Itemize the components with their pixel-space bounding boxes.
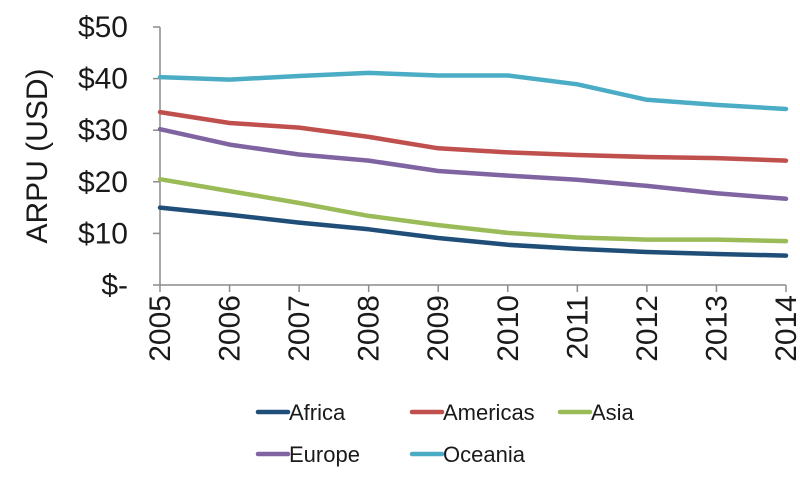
x-tick-label: 2010 [492, 295, 525, 362]
x-tick-label: 2005 [144, 295, 177, 362]
y-tick-label: $- [101, 269, 128, 302]
legend-label: Americas [443, 400, 535, 425]
y-tick-label: $30 [78, 114, 128, 147]
y-tick-label: $40 [78, 63, 128, 96]
x-tick-label: 2008 [353, 295, 386, 362]
legend-label: Oceania [443, 442, 526, 467]
y-tick-label: $20 [78, 166, 128, 199]
y-tick-label: $50 [78, 11, 128, 44]
y-axis-title: ARPU (USD) [21, 68, 54, 243]
x-tick-label: 2007 [283, 295, 316, 362]
series-lines [157, 70, 789, 258]
legend-label: Africa [289, 400, 346, 425]
x-tick-label: 2011 [561, 295, 594, 360]
series-line-europe [157, 126, 789, 202]
series-line-oceania [157, 70, 789, 112]
x-tick-label: 2006 [214, 295, 247, 362]
legend: Africa Americas Asia Europe Oceania [255, 400, 635, 467]
legend-label: Europe [289, 442, 360, 467]
legend-item-asia: Asia [557, 400, 635, 425]
x-tick-label: 2013 [700, 295, 733, 362]
x-tick-label: 2012 [631, 295, 664, 362]
legend-label: Asia [591, 400, 635, 425]
legend-item-oceania: Oceania [409, 442, 526, 467]
series-line-americas [157, 109, 789, 163]
axes [153, 26, 787, 292]
x-axis-tick-labels: 2005 2006 2007 2008 2009 2010 2011 2012 2013 2014 [144, 295, 800, 362]
y-tick-label: $10 [78, 217, 128, 250]
y-axis-tick-labels: $- $10 $20 $30 $40 $50 [78, 11, 128, 302]
legend-item-africa: Africa [255, 400, 346, 425]
series-line-asia [157, 176, 789, 244]
legend-item-europe: Europe [255, 442, 360, 467]
x-tick-label: 2014 [770, 295, 800, 362]
series-line-africa [157, 205, 789, 258]
legend-item-americas: Americas [409, 400, 535, 425]
x-tick-label: 2009 [422, 295, 455, 362]
